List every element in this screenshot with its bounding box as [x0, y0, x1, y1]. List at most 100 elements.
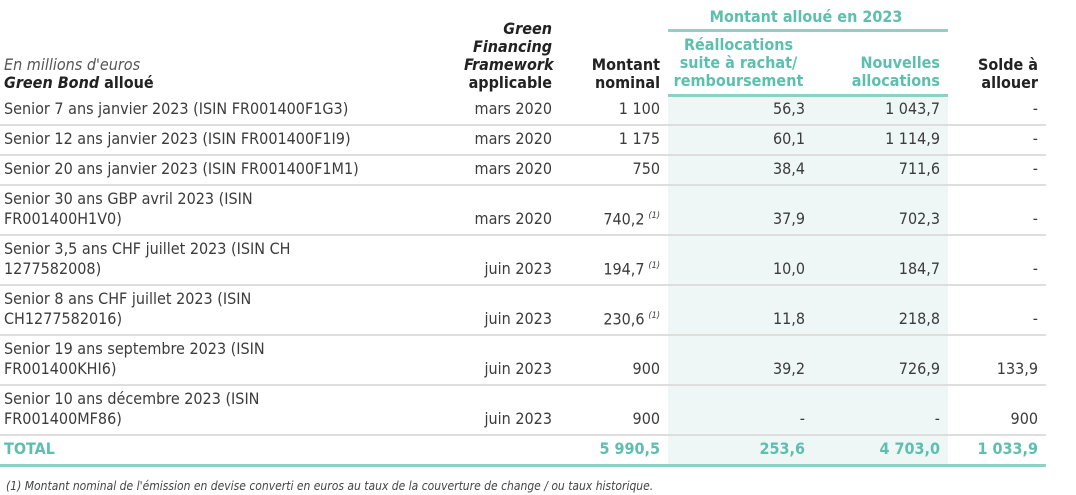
nominal-cell: 230,6 (1) [560, 285, 668, 336]
nominal-cell: 194,7 (1) [560, 235, 668, 286]
hdr-line: applicable [468, 72, 552, 92]
total-nouvelles: 4 703,0 [813, 434, 948, 467]
framework-cell: juin 2023 [460, 235, 560, 286]
table-row: Senior 12 ans janvier 2023 (ISIN FR00140… [0, 125, 1046, 156]
nominal-cell: 1 175 [560, 125, 668, 156]
nouvelles-cell: 1 114,9 [813, 125, 948, 156]
header-solde: Solde à allouer [948, 0, 1046, 96]
footnote: (1) Montant nominal de l'émission en dev… [6, 479, 654, 493]
nouvelles-cell: - [813, 385, 948, 436]
nouvelles-cell: 1 043,7 [813, 95, 948, 126]
framework-cell: juin 2023 [460, 385, 560, 436]
hdr-line: Nouvelles [860, 53, 940, 72]
table-row: Senior 30 ans GBP avril 2023 (ISIN FR0014… [0, 185, 1046, 236]
bond-name-line: FR001400KHI6) [4, 359, 117, 378]
nouvelles-cell: 702,3 [813, 185, 948, 236]
bond-name: Senior 20 ans janvier 2023 (ISIN FR00140… [0, 155, 460, 186]
nouvelles-cell: 726,9 [813, 335, 948, 386]
green-bond-allocation-table: En millions d'euros Green Bond alloué Gr… [0, 0, 1046, 467]
realloc-cell: 39,2 [668, 335, 813, 386]
bond-name: Senior 7 ans janvier 2023 (ISIN FR001400… [0, 95, 460, 126]
bond-name-line: Senior 8 ans CHF juillet 2023 (ISIN [4, 289, 252, 308]
hdr-line: suite à rachat/ [679, 53, 798, 72]
framework-cell: mars 2020 [460, 185, 560, 236]
header-nominal: Montant nominal [560, 0, 668, 96]
framework-cell: juin 2023 [460, 335, 560, 386]
nominal-value: 230,6 [603, 309, 645, 328]
nominal-value: 740,2 [603, 209, 645, 228]
total-label: TOTAL [0, 434, 460, 467]
header-nouvelles: Nouvelles allocations [813, 30, 948, 97]
hdr-line: allouer [981, 72, 1038, 92]
solde-cell: - [948, 185, 1046, 236]
framework-cell: juin 2023 [460, 285, 560, 336]
bond-name-line: FR001400MF86) [4, 409, 122, 428]
header-framework: Green Financing Framework applicable [460, 0, 560, 96]
solde-cell: - [948, 125, 1046, 156]
alloue-label: alloué [99, 72, 154, 92]
realloc-cell: 60,1 [668, 125, 813, 156]
bond-name-line: Senior 19 ans septembre 2023 (ISIN [4, 339, 265, 358]
table-row: Senior 7 ans janvier 2023 (ISIN FR001400… [0, 95, 1046, 126]
realloc-cell: 11,8 [668, 285, 813, 336]
hdr-line: Financing [473, 36, 552, 56]
hdr-line: Green [503, 18, 552, 38]
bond-name-line: FR001400H1V0) [4, 209, 122, 228]
nominal-value: 900 [632, 409, 660, 428]
framework-cell: mars 2020 [460, 95, 560, 126]
footnote-ref: (1) [648, 210, 660, 221]
table-row: Senior 3,5 ans CHF juillet 2023 (ISIN CH… [0, 235, 1046, 286]
nominal-cell: 900 [560, 335, 668, 386]
solde-cell: - [948, 155, 1046, 186]
header-realloc: Réallocations suite à rachat/ remboursem… [668, 30, 813, 97]
bond-name: Senior 8 ans CHF juillet 2023 (ISIN CH127… [0, 285, 460, 336]
nominal-value: 1 100 [618, 99, 660, 118]
total-nominal: 5 990,5 [560, 434, 668, 467]
nominal-cell: 900 [560, 385, 668, 436]
nominal-value: 1 175 [618, 129, 660, 148]
realloc-cell: 37,9 [668, 185, 813, 236]
bond-name: Senior 10 ans décembre 2023 (ISIN FR00140… [0, 385, 460, 436]
bond-name: Senior 30 ans GBP avril 2023 (ISIN FR0014… [0, 185, 460, 236]
bond-name-line: Senior 12 ans janvier 2023 (ISIN FR00140… [4, 129, 351, 148]
total-solde: 1 033,9 [948, 434, 1046, 467]
realloc-cell: 38,4 [668, 155, 813, 186]
hdr-line: Solde à [978, 54, 1038, 74]
footnote-ref: (1) [648, 260, 660, 271]
nominal-value: 194,7 [603, 259, 645, 278]
header-name: En millions d'euros Green Bond alloué [0, 0, 460, 96]
hdr-line: allocations [851, 71, 940, 90]
solde-cell: 900 [948, 385, 1046, 436]
realloc-cell: 56,3 [668, 95, 813, 126]
realloc-cell: - [668, 385, 813, 436]
bond-name: Senior 12 ans janvier 2023 (ISIN FR00140… [0, 125, 460, 156]
table-row: Senior 8 ans CHF juillet 2023 (ISIN CH127… [0, 285, 1046, 336]
nominal-cell: 740,2 (1) [560, 185, 668, 236]
table-row: Senior 10 ans décembre 2023 (ISIN FR00140… [0, 385, 1046, 436]
total-row: TOTAL 5 990,5 253,6 4 703,0 1 033,9 [0, 434, 1046, 467]
hdr-line: remboursement [673, 71, 804, 90]
total-realloc: 253,6 [668, 434, 813, 467]
solde-cell: - [948, 235, 1046, 286]
hdr-line: nominal [595, 72, 660, 92]
solde-cell: - [948, 285, 1046, 336]
nominal-value: 750 [632, 159, 660, 178]
green-bond-label: Green Bond [4, 72, 100, 92]
bond-name-line: Senior 7 ans janvier 2023 (ISIN FR001400… [4, 98, 349, 118]
footnote-ref: (1) [648, 310, 660, 321]
nominal-cell: 750 [560, 155, 668, 186]
nouvelles-cell: 711,6 [813, 155, 948, 186]
bond-name: Senior 3,5 ans CHF juillet 2023 (ISIN CH… [0, 235, 460, 286]
table-row: Senior 19 ans septembre 2023 (ISIN FR0014… [0, 335, 1046, 386]
framework-cell: mars 2020 [460, 125, 560, 156]
bond-name-line: 1277582008) [4, 259, 102, 278]
nouvelles-cell: 184,7 [813, 235, 948, 286]
bond-name: Senior 19 ans septembre 2023 (ISIN FR0014… [0, 335, 460, 386]
nouvelles-cell: 218,8 [813, 285, 948, 336]
nominal-value: 900 [632, 359, 660, 378]
header-group-2023: Montant alloué en 2023 [668, 0, 948, 32]
unit-label: En millions d'euros [4, 54, 141, 74]
bond-name-line: CH1277582016) [4, 309, 123, 328]
table-row: Senior 20 ans janvier 2023 (ISIN FR00140… [0, 155, 1046, 186]
bond-name-line: Senior 20 ans janvier 2023 (ISIN FR00140… [4, 159, 359, 178]
